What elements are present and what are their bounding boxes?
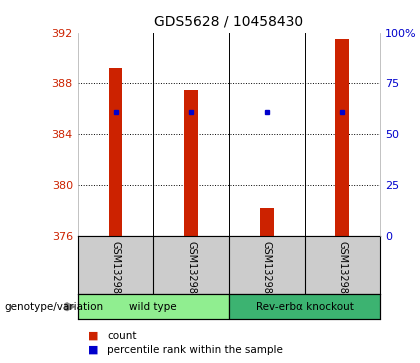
Bar [78, 294, 229, 319]
Text: ■: ■ [88, 344, 99, 354]
Bar [184, 90, 198, 236]
Text: GSM1329814: GSM1329814 [337, 241, 347, 306]
Text: count: count [107, 331, 136, 341]
Text: wild type: wild type [129, 302, 177, 312]
Bar [109, 68, 122, 236]
Text: GSM1329811: GSM1329811 [110, 241, 121, 306]
Bar [260, 208, 273, 236]
Bar [336, 39, 349, 236]
FancyArrow shape [65, 303, 74, 311]
Text: GSM1329813: GSM1329813 [262, 241, 272, 306]
Text: percentile rank within the sample: percentile rank within the sample [107, 344, 283, 355]
Text: GSM1329812: GSM1329812 [186, 241, 196, 306]
Text: genotype/variation: genotype/variation [4, 302, 103, 312]
Text: ■: ■ [88, 331, 99, 341]
Title: GDS5628 / 10458430: GDS5628 / 10458430 [154, 15, 304, 29]
Text: Rev-erbα knockout: Rev-erbα knockout [255, 302, 354, 312]
Bar [229, 294, 380, 319]
